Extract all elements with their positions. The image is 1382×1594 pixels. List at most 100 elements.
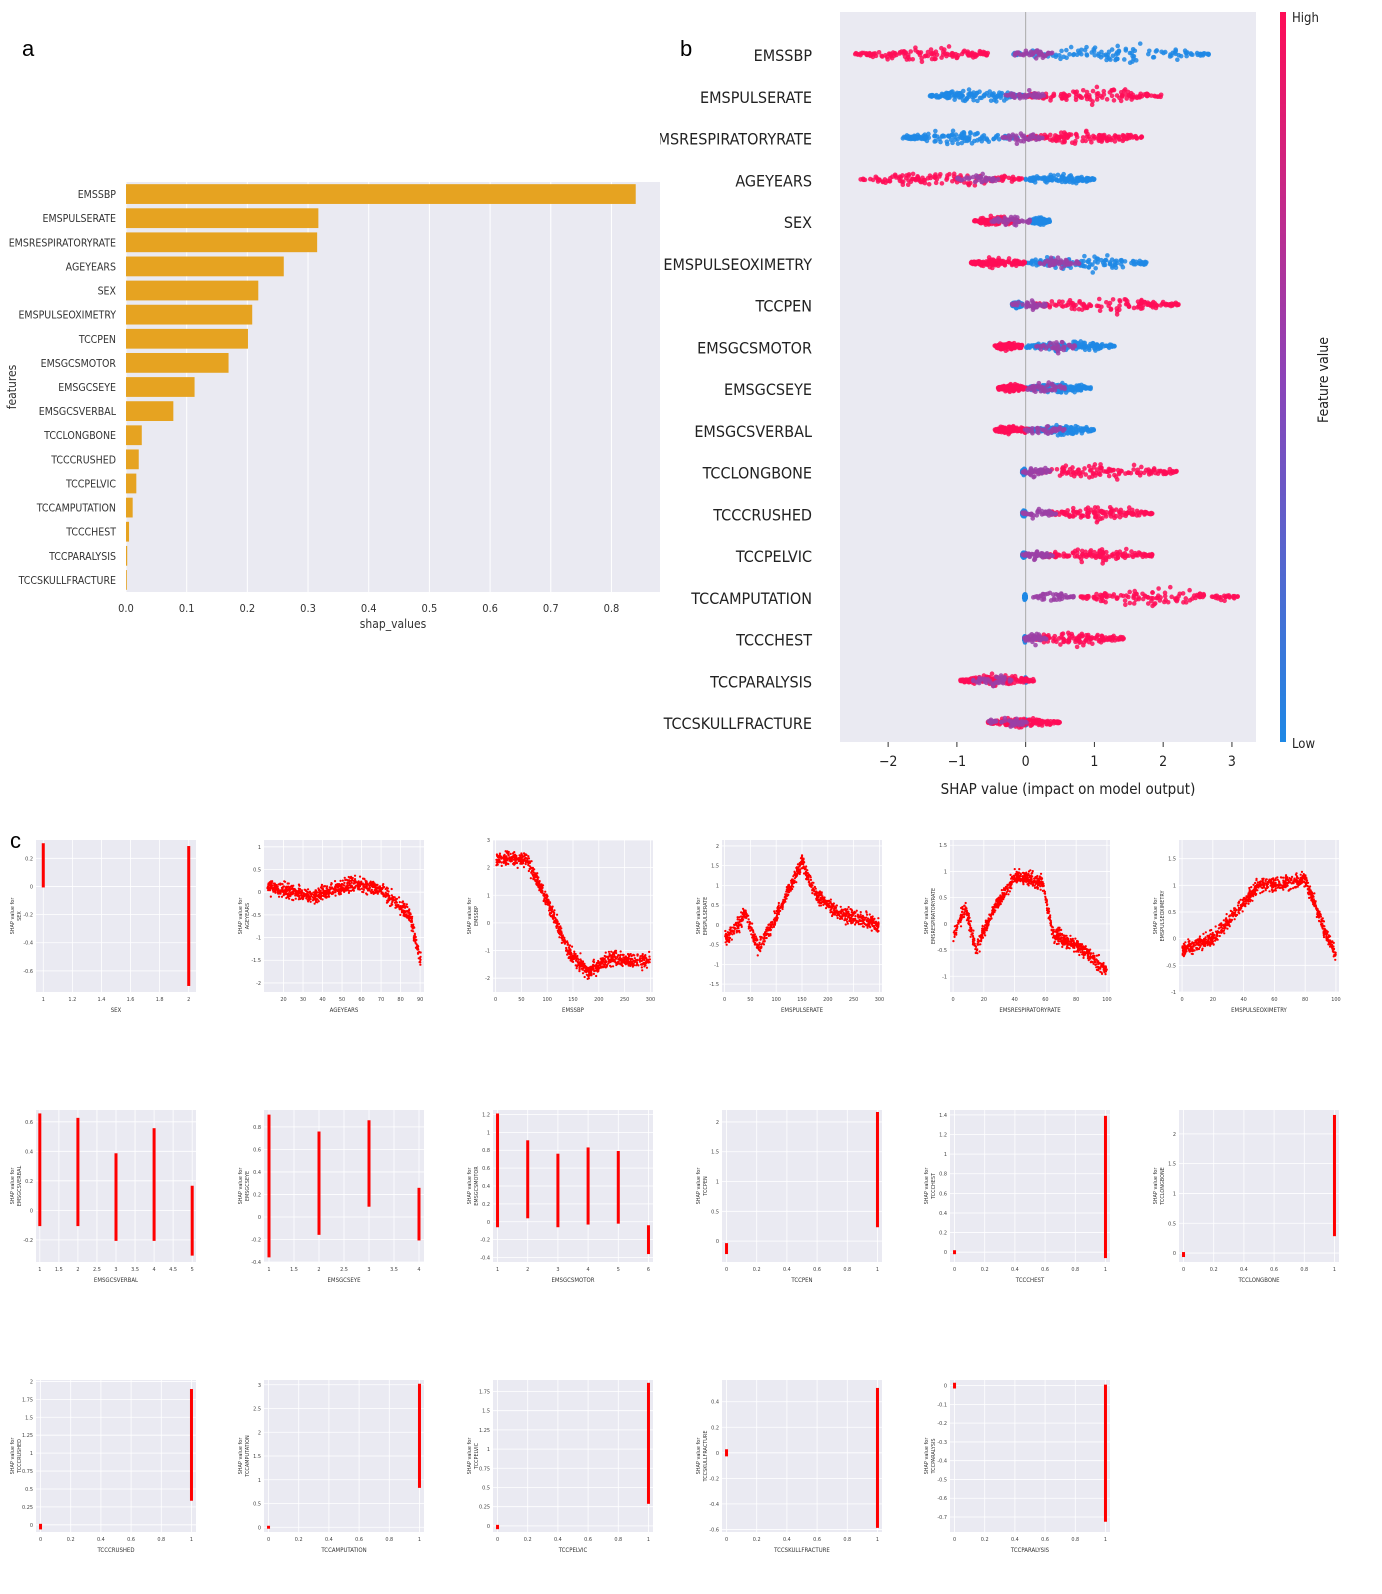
dep-y-tick: -0.5 [1166,963,1176,969]
dep-y-tick: 0.2 [939,1231,947,1237]
swarm-sex [971,213,1052,228]
dep-x-tick: 30 [300,997,306,1003]
dep-y-tick: 1.5 [482,1409,490,1415]
dep-y-tick: 1.75 [479,1390,490,1396]
dep-x-tick: 3.5 [131,1267,139,1273]
dep-y-tick: 3 [258,1383,261,1389]
dep-y-tick: 1 [716,883,719,889]
x-tick-label-a: 0.3 [300,602,316,615]
dep-bar [187,846,191,986]
dep-y-tick: 0.25 [22,1505,33,1511]
dep-points-sex [41,843,191,986]
y-tick-label-a: AGEYEARS [66,261,116,273]
dep-x-tick: 0 [953,1537,956,1543]
dep-x-tick: 1.6 [127,997,135,1003]
feature-label-tccskullfracture: TCCSKULLFRACTURE [663,714,812,733]
dep-x-tick: 1 [38,1267,41,1273]
dep-y-tick: -0.4 [251,1260,261,1266]
dep-y-tick: 0.5 [939,896,947,902]
dep-points-emsrespiratoryrate [952,868,1108,976]
dep-x-tick: 0.2 [753,1537,761,1543]
dep-x-label: AGEYEARS [330,1007,359,1014]
dep-y-label: EMSGCSEYE [245,1171,251,1201]
swarm-tcclongbone [1019,462,1179,482]
dep-y-tick: 0.2 [25,856,33,862]
dep-y-tick: 1.4 [939,1113,947,1119]
dep-y-tick: 1 [487,1130,490,1136]
dep-y-label: TCCSKULLFRACTURE [703,1431,709,1483]
feature-label-emsgcseye: EMSGCSEYE [724,380,812,399]
dep-x-tick: 1 [42,997,45,1003]
dep-x-tick: 1 [647,1537,650,1543]
swarm-tccskullfracture [985,715,1062,730]
dep-x-tick: 40 [1240,997,1246,1003]
dep-points-ageyears [266,874,422,966]
feature-label-tccpen: TCCPEN [755,297,813,316]
dep-x-tick: 20 [280,997,286,1003]
dep-x-tick: 1 [190,1537,193,1543]
dep-x-tick: 0.2 [524,1537,532,1543]
dep-y-tick: 2 [258,1430,261,1436]
dep-y-label: SHAP value for [238,1167,244,1205]
dep-x-tick: 1 [1333,1267,1336,1273]
dep-y-label: SHAP value for [924,1167,930,1205]
y-tick-label-a: TCCPELVIC [65,478,116,490]
dep-y-tick: 1.5 [1168,857,1176,863]
dep-x-label: TCCCHEST [1015,1277,1045,1284]
dep-x-tick: 150 [568,997,577,1003]
dep-y-tick: 2 [716,1120,719,1126]
dep-bar [317,1131,321,1235]
dep-y-tick: 0.2 [482,1202,490,1208]
dep-y-tick: 0 [944,1384,947,1390]
dep-x-tick: 1.8 [156,997,164,1003]
dep-y-label: SHAP value for [1153,1167,1159,1205]
dep-bar [1103,1384,1107,1522]
dep-y-tick: 0.5 [25,1487,33,1493]
dep-points-emspulserate [724,854,880,957]
x-tick-label-b: 1 [1090,754,1098,770]
dep-y-label: SHAP value for [10,1437,16,1475]
dep-x-tick: 0.4 [1240,1267,1248,1273]
dep-y-tick: 1 [258,845,261,851]
dep-y-label: TCCCRUSHED [17,1439,23,1474]
dep-y-tick: 2 [30,1379,33,1385]
dep-plot-area [950,840,1110,992]
bar-emspulserate [126,208,319,229]
feature-label-tcclongbone: TCCLONGBONE [702,464,812,483]
bar-emsgcseye [126,377,195,397]
dep-y-tick: -0.4 [480,1256,490,1262]
dep-x-tick: 0.6 [1041,1267,1049,1273]
dependence-plot-emsgcsmotor: 1 2 3 4 5 6 -0.4 -0.2 0 0.2 0.4 0.6 0.8 1 1.2 EMSGCSMOT… [467,1110,653,1284]
bar-emsgcsverbal [126,401,174,422]
dep-y-tick: 2 [1173,1132,1176,1138]
feature-label-emspulserate: EMSPULSERATE [700,88,812,107]
dep-bar [496,1524,500,1530]
dep-y-tick: 0.5 [482,1485,490,1491]
dep-y-tick: -0.6 [23,969,33,975]
dep-y-tick: 1 [944,1152,947,1158]
dep-x-tick: 4.5 [169,1267,177,1273]
swarm-emspulseoximetry [968,253,1149,275]
dep-x-tick: 100 [771,997,780,1003]
x-tick-label-a: 0.8 [604,602,620,615]
dep-x-tick: 1.2 [68,997,76,1003]
y-axis-label-a: features [5,364,19,409]
x-axis-label-a: shap_values [360,617,427,631]
x-axis-label-b: SHAP value (impact on model output) [941,780,1196,798]
dep-y-tick: 1 [487,1447,490,1453]
dep-plot-area [1179,840,1339,992]
dep-y-tick: 2 [716,844,719,850]
dep-bar [875,1111,879,1228]
dep-x-tick: 80 [1073,997,1079,1003]
dep-plot-area [722,1110,882,1262]
dep-plot-area [950,1110,1110,1262]
y-tick-label-a: EMSGCSEYE [58,382,116,394]
dep-x-tick: 1 [1104,1267,1107,1273]
dep-y-label: EMSRESPIRATORYRATE [931,888,937,944]
dep-x-label: EMSGCSVERBAL [94,1277,138,1284]
dep-x-tick: 2 [76,1267,79,1273]
dep-y-tick: 0.2 [25,1179,33,1185]
swarm-tccpelvic [1019,546,1155,566]
dep-y-tick: 1.5 [711,1150,719,1156]
dep-bar [646,1225,650,1255]
